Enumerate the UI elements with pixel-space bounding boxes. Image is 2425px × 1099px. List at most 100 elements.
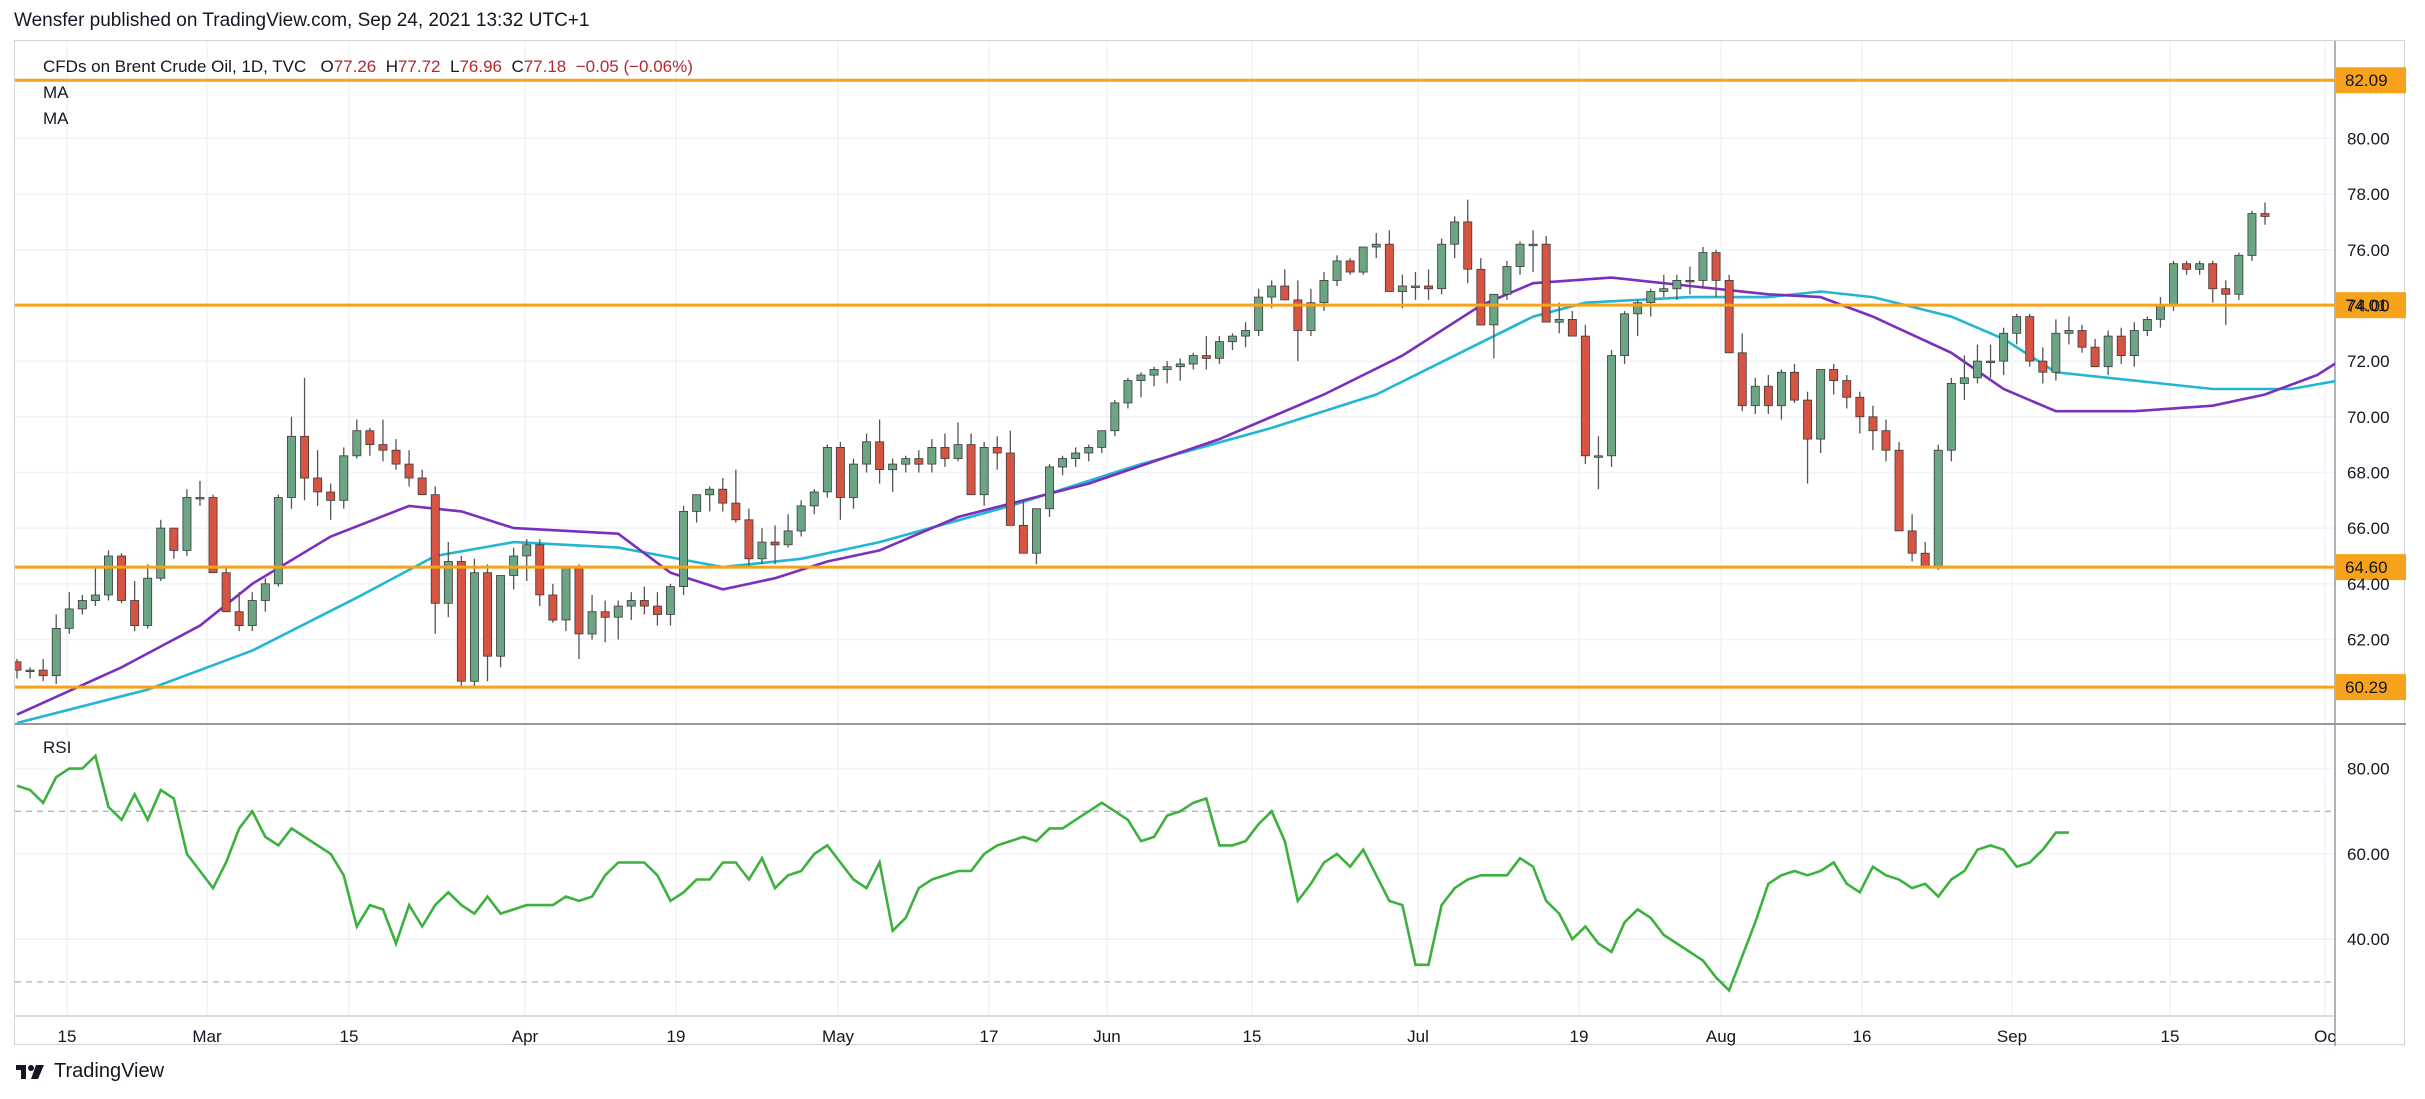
ma-legend-1[interactable]: MA bbox=[43, 83, 69, 102]
candle-up bbox=[822, 446, 832, 493]
candle-down bbox=[1711, 252, 1721, 281]
candle-up bbox=[1371, 243, 1381, 248]
candle-down bbox=[1201, 355, 1211, 359]
candle-up bbox=[1685, 279, 1695, 283]
candle-up bbox=[1084, 446, 1094, 454]
candle-down bbox=[2025, 316, 2035, 362]
candle-down bbox=[1829, 369, 1839, 382]
candle-up bbox=[352, 430, 362, 457]
candle-up bbox=[809, 491, 819, 507]
candle-down bbox=[221, 572, 231, 613]
candle-down bbox=[456, 561, 466, 682]
rsi-tick-label: 60.00 bbox=[2347, 845, 2390, 864]
candle-up bbox=[260, 583, 270, 601]
candle-down bbox=[992, 446, 1002, 454]
candle-up bbox=[496, 575, 506, 657]
candle-up bbox=[2012, 316, 2022, 334]
candle-up bbox=[2234, 254, 2244, 295]
level-label: 60.29 bbox=[2345, 678, 2388, 697]
tradingview-logo-icon bbox=[16, 1064, 44, 1079]
price-chart[interactable]: 82.09 74.01 64.60 60.29 62.00 64.00 66.00 68.00… bbox=[15, 41, 2406, 1046]
candle-up bbox=[1319, 279, 1329, 304]
symbol-legend: CFDs on Brent Crude Oil, 1D, TVC O77.26 … bbox=[43, 57, 693, 77]
price-tick-label: 72.00 bbox=[2347, 352, 2390, 371]
candle-up bbox=[1750, 385, 1760, 407]
footer-brand[interactable]: TradingView bbox=[14, 1060, 164, 1083]
chart-frame[interactable]: 82.09 74.01 64.60 60.29 62.00 64.00 66.00 68.00… bbox=[14, 40, 2406, 1046]
time-tick-label: 15 bbox=[2161, 1027, 2180, 1046]
candle-up bbox=[1215, 341, 1224, 359]
candle-up bbox=[1515, 243, 1525, 267]
candle-up bbox=[1032, 508, 1041, 554]
candle-down bbox=[378, 444, 388, 451]
price-tick-label: 62.00 bbox=[2347, 630, 2390, 649]
candle-up bbox=[1437, 243, 1447, 290]
candle-up bbox=[1071, 452, 1081, 459]
candle-down bbox=[731, 502, 741, 521]
candle-down bbox=[1018, 524, 1028, 554]
candle-up bbox=[1594, 455, 1603, 458]
price-tick-label: 70.00 bbox=[2347, 408, 2390, 427]
rsi-legend[interactable]: RSI bbox=[43, 738, 72, 757]
candle-up bbox=[757, 541, 767, 560]
candle-up bbox=[1672, 279, 1682, 290]
candle-up bbox=[2247, 213, 2257, 256]
candle-down bbox=[574, 566, 584, 635]
close-value: 77.18 bbox=[523, 57, 567, 76]
candle-up bbox=[1959, 377, 1969, 384]
candle-up bbox=[1450, 221, 1460, 245]
candle-up bbox=[1110, 402, 1120, 432]
candle-down bbox=[1724, 279, 1734, 354]
candle-up bbox=[692, 494, 702, 512]
candle-up bbox=[2051, 332, 2061, 373]
candle-up bbox=[1254, 296, 1264, 331]
candle-down bbox=[1894, 449, 1904, 532]
time-tick-label: 17 bbox=[980, 1027, 999, 1046]
candle-down bbox=[2260, 213, 2270, 217]
candle-down bbox=[1476, 268, 1486, 326]
candle-up bbox=[2155, 304, 2165, 320]
candle-down bbox=[326, 491, 336, 501]
candle-up bbox=[522, 544, 532, 557]
candle-up bbox=[1502, 266, 1512, 295]
candle-up bbox=[783, 530, 793, 546]
level-label: 64.60 bbox=[2345, 558, 2388, 577]
candle-down bbox=[1280, 285, 1290, 301]
candle-down bbox=[744, 519, 754, 560]
candle-up bbox=[195, 497, 205, 500]
candle-up bbox=[2103, 335, 2113, 368]
time-tick-label: May bbox=[822, 1027, 855, 1046]
candle-up bbox=[927, 446, 937, 465]
candle-up bbox=[2129, 330, 2139, 357]
candle-up bbox=[64, 608, 74, 629]
candle-down bbox=[365, 430, 375, 446]
candle-up bbox=[1162, 366, 1172, 370]
time-tick-label: Aug bbox=[1706, 1027, 1736, 1046]
candle-up bbox=[613, 605, 623, 618]
ma-legend-2[interactable]: MA bbox=[43, 109, 69, 128]
candle-down bbox=[117, 555, 127, 601]
level-tag bbox=[2336, 67, 2406, 94]
candle-up bbox=[626, 600, 636, 607]
candle-down bbox=[1293, 299, 1303, 331]
candle-down bbox=[1384, 243, 1394, 292]
time-tick-label: 15 bbox=[58, 1027, 77, 1046]
candle-up bbox=[1933, 449, 1943, 568]
candle-up bbox=[1267, 285, 1277, 298]
candle-down bbox=[1907, 530, 1917, 554]
candle-down bbox=[1580, 335, 1590, 457]
candle-up bbox=[1973, 360, 1982, 379]
candle-up bbox=[1698, 252, 1708, 281]
candle-up bbox=[1228, 335, 1237, 343]
candle-up bbox=[1123, 380, 1133, 404]
time-tick-label: 19 bbox=[667, 1027, 686, 1046]
candle-up bbox=[1188, 355, 1198, 365]
price-tick-label: 78.00 bbox=[2347, 185, 2390, 204]
candle-down bbox=[130, 600, 140, 627]
candle-up bbox=[2169, 263, 2179, 306]
low-label: L bbox=[449, 57, 460, 76]
candle-up bbox=[286, 435, 296, 498]
ma-fast-line bbox=[16, 276, 2335, 716]
published-caption: Wensfer published on TradingView.com, Se… bbox=[14, 10, 590, 31]
candle-down bbox=[653, 605, 662, 615]
